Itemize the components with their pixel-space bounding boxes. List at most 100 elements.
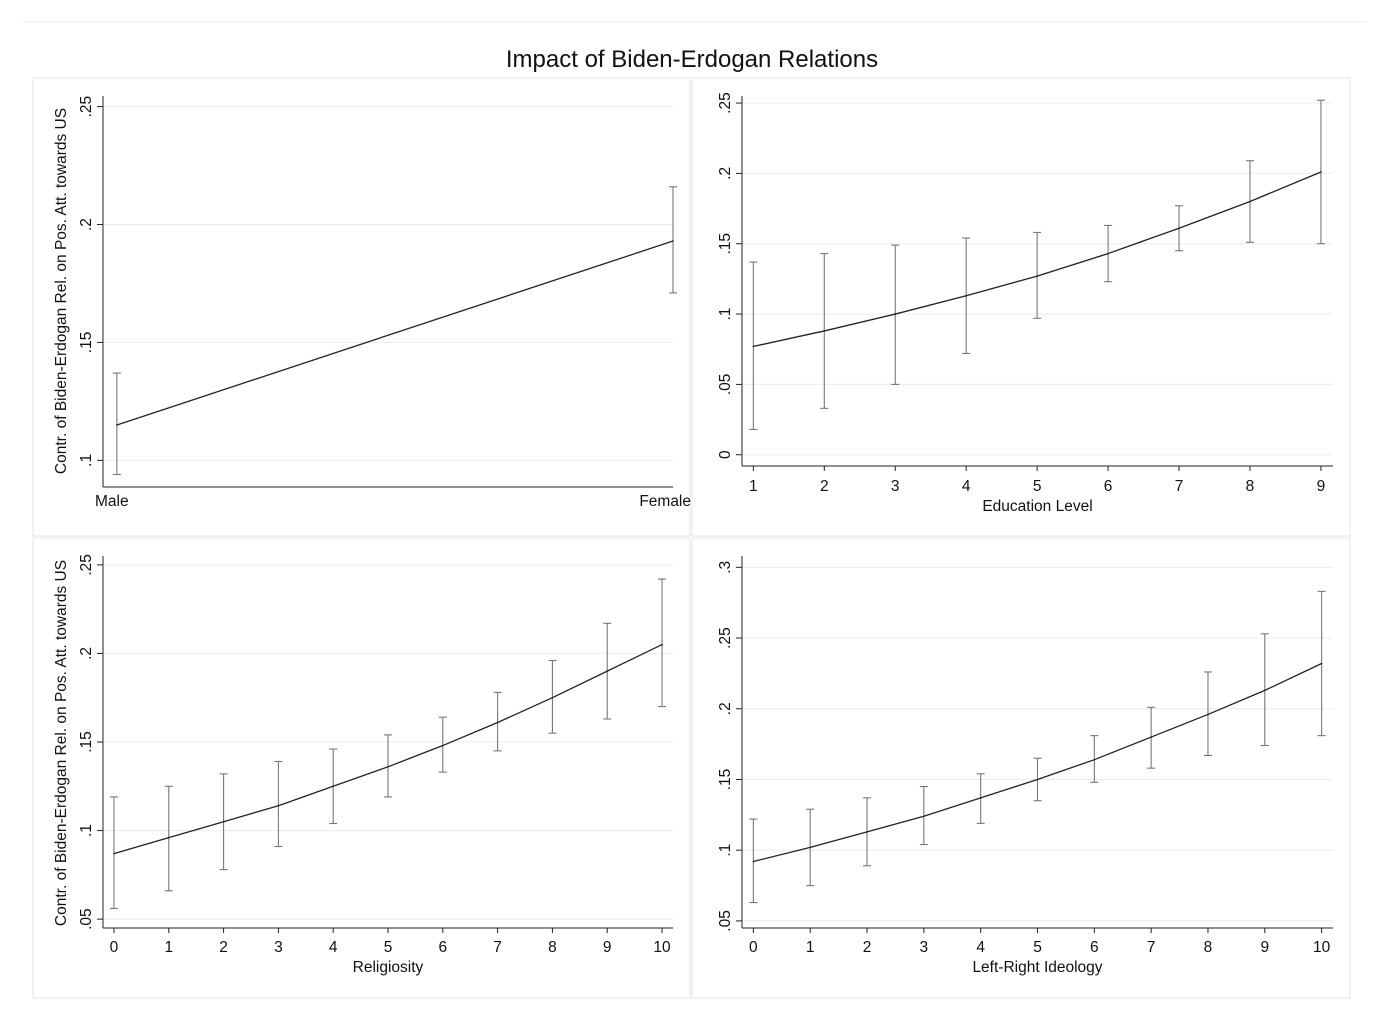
figure-title: Impact of Biden-Erdogan Relations (506, 46, 878, 73)
x-tick-label: 9 (1317, 478, 1326, 495)
x-axis-title: Left-Right Ideology (972, 959, 1102, 976)
data-point (1207, 713, 1209, 716)
y-tick-label: .3 (717, 561, 734, 574)
x-axis-title: Education Level (982, 498, 1092, 515)
x-tick-label: 9 (1260, 939, 1269, 956)
y-tick-label: .15 (78, 332, 95, 354)
data-point (1107, 252, 1109, 255)
data-point (332, 785, 334, 788)
data-point (979, 797, 982, 799)
data-point (1249, 200, 1251, 203)
x-tick-label: 1 (749, 478, 758, 495)
x-tick-label: 3 (274, 939, 283, 956)
x-tick-label: 0 (749, 939, 758, 956)
x-tick-label: 1 (164, 939, 173, 956)
error-bar (384, 734, 392, 798)
y-tick-label: .15 (717, 233, 734, 255)
data-point (752, 345, 755, 348)
error-bar (548, 659, 557, 734)
y-tick-label: .05 (78, 908, 95, 930)
y-tick-label: .15 (78, 731, 95, 753)
error-bar (658, 578, 667, 708)
data-point (1036, 778, 1039, 781)
panel-4: .05 .1 .15 .2 .25 .3 0 1 2 3 4 5 6 7 8 9 10 Left-Right Id… (691, 537, 1351, 999)
data-point (1320, 662, 1323, 665)
x-axis-title: Religiosity (353, 959, 424, 976)
data-point (277, 804, 280, 807)
x-tick-label: 5 (1033, 939, 1042, 956)
x-tick-label: Female (639, 493, 691, 510)
series-line (116, 240, 674, 426)
y-tick-label: .1 (717, 308, 734, 321)
data-point (823, 330, 826, 332)
data-point (1036, 275, 1038, 277)
y-axis-title: Contr. of Biden-Erdogan Rel. on Pos. Att… (53, 108, 70, 474)
data-point (167, 836, 170, 839)
x-tick-label: 3 (891, 478, 900, 495)
data-point (113, 852, 115, 855)
y-tick-label: .2 (78, 218, 95, 231)
x-tick-label: 3 (920, 939, 929, 956)
data-point (496, 721, 499, 724)
x-tick-label: 7 (1175, 478, 1184, 495)
x-tick-label: 4 (329, 939, 338, 956)
y-tick-label: .05 (717, 374, 734, 396)
panel-2: 0 .05 .1 .15 .2 .25 1 2 3 4 5 6 7 8 9 Education Level (691, 77, 1351, 537)
data-point (965, 294, 967, 297)
x-tick-label: 2 (820, 478, 829, 495)
y-tick-label: .25 (717, 627, 734, 649)
data-point (1178, 227, 1180, 230)
panel-3: .05 .1 .15 .2 .25 0 1 2 3 4 5 6 7 8 9 10 Religiosity Cont… (32, 537, 691, 999)
data-point (894, 313, 897, 315)
y-axis-title: Contr. of Biden-Erdogan Rel. on Pos. Att… (53, 560, 70, 926)
data-point (752, 860, 755, 863)
x-tick-label: 8 (1204, 939, 1213, 956)
data-point (222, 820, 225, 823)
data-point (1093, 758, 1096, 761)
data-point (116, 424, 118, 426)
data-point (551, 696, 554, 699)
y-tick-label: .25 (78, 554, 95, 576)
panel-frame (691, 77, 1351, 537)
data-point (661, 643, 663, 646)
error-bar (669, 186, 677, 294)
data-point (387, 766, 389, 768)
panel-1: .1 .15 .2 .25 Male Female Contr. of Biden-Erdo… (32, 77, 691, 537)
x-tick-label: 8 (548, 939, 557, 956)
x-tick-label: 6 (1090, 939, 1099, 956)
x-tick-label: 2 (219, 939, 228, 956)
y-tick-label: .2 (78, 647, 95, 660)
x-tick-label: 10 (1313, 939, 1331, 956)
error-bar (164, 785, 173, 892)
panel-frame (32, 537, 691, 999)
x-tick-label: 7 (1147, 939, 1156, 956)
panel-frame (32, 77, 691, 537)
x-tick-label: 0 (110, 939, 119, 956)
y-tick-label: .2 (717, 167, 734, 180)
y-tick-label: 0 (717, 450, 734, 459)
data-point (923, 815, 925, 818)
x-tick-label: Male (95, 493, 129, 510)
x-tick-label: 7 (493, 939, 502, 956)
y-tick-label: .05 (717, 910, 734, 932)
data-point (809, 846, 811, 849)
x-tick-label: 6 (1104, 478, 1113, 495)
y-tick-label: .1 (717, 844, 734, 857)
panel-frame (691, 537, 1351, 999)
data-point (1150, 736, 1152, 738)
x-tick-label: 4 (962, 478, 971, 495)
y-tick-label: .15 (717, 769, 734, 791)
x-tick-label: 9 (603, 939, 612, 956)
data-point (672, 240, 674, 242)
data-point (1320, 171, 1322, 173)
y-tick-label: .2 (717, 702, 734, 715)
x-tick-label: 2 (863, 939, 872, 956)
y-tick-label: .1 (78, 824, 95, 837)
error-bar (438, 716, 447, 773)
x-tick-label: 4 (976, 939, 985, 956)
data-point (1264, 689, 1266, 692)
data-point (606, 670, 609, 672)
